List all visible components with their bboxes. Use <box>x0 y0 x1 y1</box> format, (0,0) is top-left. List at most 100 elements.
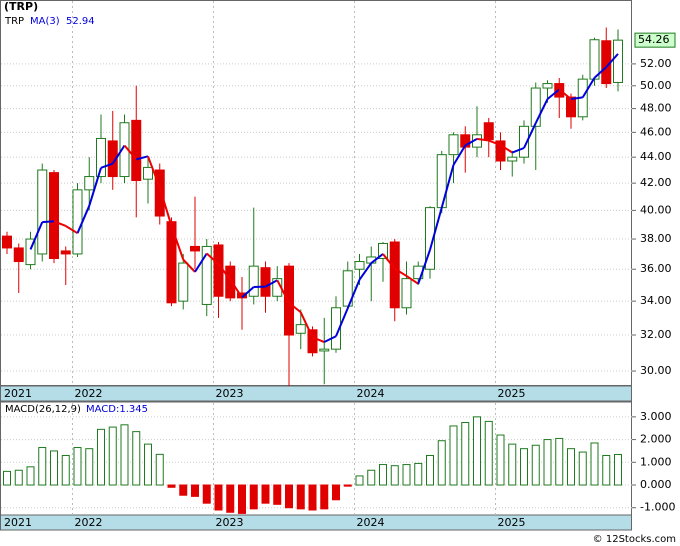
ma-segment <box>265 279 278 288</box>
macd-bar <box>296 484 305 510</box>
macd-bar <box>120 424 129 486</box>
macd-bar <box>273 484 282 505</box>
macd-bar <box>414 462 423 486</box>
macd-bar <box>379 464 387 486</box>
ma-segment <box>358 262 373 281</box>
candle-body <box>260 267 271 297</box>
macd-bar <box>73 447 82 486</box>
macd-bar <box>14 469 23 486</box>
macd-bar <box>320 484 329 510</box>
ma-segment <box>65 225 79 235</box>
macd-bar <box>355 475 364 486</box>
macd-bar <box>26 466 35 486</box>
y-tick-label: 42.00 <box>640 176 672 189</box>
ma-segment <box>217 263 232 281</box>
ma-segment <box>135 155 149 161</box>
ma-segment <box>499 144 513 154</box>
candle-body <box>37 169 48 255</box>
x-tick-label: 2023 <box>216 516 244 529</box>
y-tick-label: 46.00 <box>640 125 672 138</box>
macd-bar <box>520 448 528 486</box>
candle-body <box>319 348 330 352</box>
ma-segment <box>42 220 55 224</box>
ma-segment <box>123 144 138 160</box>
macd-bar <box>202 484 211 504</box>
candle-body <box>542 83 553 89</box>
ma-segment <box>488 139 501 146</box>
x-tick-label: 2024 <box>357 516 385 529</box>
candle-body <box>307 329 318 354</box>
macd-bar <box>249 484 258 510</box>
macd-bar <box>461 422 470 486</box>
candle-body <box>284 265 294 336</box>
macd-bar <box>390 465 399 486</box>
y-tick-label: 30.00 <box>640 364 672 377</box>
y-tick-label: 52.00 <box>640 57 672 70</box>
ma-segment <box>405 275 419 285</box>
ma-segment <box>276 279 290 304</box>
candle-body <box>190 245 200 252</box>
candle-body <box>213 244 224 297</box>
candle-body <box>448 134 459 156</box>
macd-bar <box>97 428 105 486</box>
legend-ticker: TRP <box>4 16 24 27</box>
ma-segment <box>335 307 349 337</box>
candle-body <box>72 189 83 255</box>
candle-body <box>483 122 494 141</box>
ma-segment <box>546 88 560 100</box>
ma-segment <box>370 253 384 264</box>
macd-bar <box>578 451 587 486</box>
candle-body <box>519 125 529 158</box>
candle-body <box>49 172 59 259</box>
y-tick-label: 50.00 <box>640 79 672 92</box>
ma-segment <box>29 221 44 250</box>
price-panel <box>0 0 632 386</box>
y-tick-label: 0.000 <box>640 478 672 491</box>
x-tick-label: 2023 <box>216 387 244 400</box>
x-tick-label: 2022 <box>75 387 103 400</box>
candle-body <box>495 140 506 162</box>
macd-bar <box>367 469 376 486</box>
macd-bar <box>614 453 622 486</box>
ma-segment <box>464 137 478 147</box>
ma-segment <box>147 155 161 188</box>
y-tick-label: 44.00 <box>640 150 672 163</box>
ma-segment <box>312 336 325 343</box>
macd-bar <box>473 416 481 486</box>
candle-body <box>237 292 247 299</box>
candle-body <box>507 156 518 162</box>
macd-bar <box>144 443 152 486</box>
candle-body <box>354 261 365 270</box>
y-tick-label: 36.00 <box>640 262 672 275</box>
macd-bar <box>555 437 564 486</box>
macd-bar <box>531 444 540 486</box>
candle-body <box>96 137 106 178</box>
ma-segment <box>88 167 102 207</box>
ma-segment <box>523 122 537 149</box>
ma-segment <box>170 225 185 260</box>
candle-body <box>613 39 623 83</box>
ma-segment <box>476 137 489 142</box>
candle-body <box>107 140 118 178</box>
macd-bar <box>155 453 164 486</box>
candle-body <box>131 119 142 182</box>
y-tick-label: 32.00 <box>640 328 672 341</box>
macd-bar <box>50 450 58 486</box>
candle-body <box>331 307 341 350</box>
candle-body <box>143 166 153 180</box>
y-tick-label: 38.00 <box>640 232 672 245</box>
macd-bar <box>343 484 352 487</box>
x-tick-label: 2022 <box>75 516 103 529</box>
ma-segment <box>194 252 208 273</box>
macd-bar <box>484 420 493 486</box>
candle-body <box>178 262 189 302</box>
macd-bar <box>543 439 552 486</box>
macd-bar <box>226 484 235 513</box>
macd-bar <box>132 431 141 486</box>
ma-segment <box>593 66 607 79</box>
macd-bar <box>214 484 223 511</box>
macd-bar <box>308 484 317 511</box>
macd-bar <box>38 447 47 486</box>
ma-segment <box>429 207 443 251</box>
